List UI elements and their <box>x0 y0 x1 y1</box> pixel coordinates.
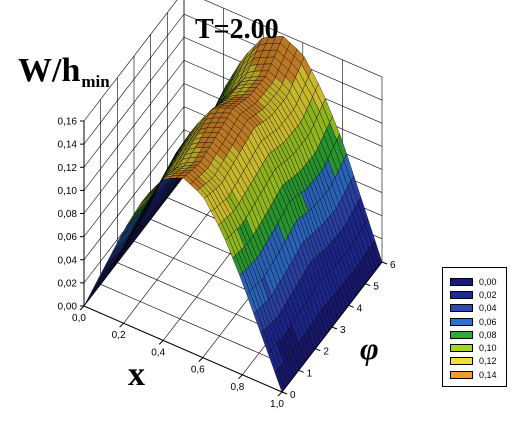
z-tick-label: 0,08 <box>58 209 78 220</box>
z-tick-label: 0,04 <box>58 255 78 266</box>
z-tick-label: 0,16 <box>58 117 78 128</box>
z-tick-label: 0,00 <box>58 302 78 313</box>
legend-entry: 0,02 <box>443 288 506 301</box>
legend-swatch <box>450 357 473 366</box>
phi-tick-label: 6 <box>390 260 396 271</box>
phi-tick <box>298 369 304 373</box>
legend-swatch <box>450 370 473 379</box>
legend-label: 0,14 <box>479 369 497 380</box>
z-axis-label: W/hmin <box>18 52 110 92</box>
legend-entry: 0,04 <box>443 302 506 315</box>
x-tick <box>79 305 85 311</box>
chart-title: T=2.00 <box>195 14 279 45</box>
phi-tick <box>281 391 288 395</box>
legend-entry: 0,08 <box>443 328 506 341</box>
x-axis-label: x <box>128 356 145 393</box>
phi-tick <box>381 261 388 265</box>
phi-tick-label: 3 <box>340 325 346 336</box>
phi-tick-label: 4 <box>357 303 363 314</box>
legend-entry: 0,00 <box>443 275 506 288</box>
phi-tick <box>348 304 354 308</box>
z-tick-label: 0,02 <box>58 278 78 289</box>
phi-tick-label: 2 <box>323 347 329 358</box>
z-axis-label-main: W/h <box>18 52 81 89</box>
x-tick <box>277 391 283 397</box>
legend-entry: 0,14 <box>443 368 506 381</box>
x-tick-label: 0,2 <box>112 330 126 341</box>
legend-label: 0,08 <box>479 329 497 340</box>
x-tick-label: 0,0 <box>72 313 86 324</box>
legend-swatch <box>450 304 473 313</box>
x-axis-line <box>83 305 283 393</box>
legend-entry: 0,10 <box>443 341 506 354</box>
surface-patch <box>83 288 95 307</box>
back-wall-gridline <box>203 0 383 78</box>
phi-tick <box>315 348 321 352</box>
legend-swatch <box>450 277 473 286</box>
legend-swatch <box>450 317 473 326</box>
legend-label: 0,12 <box>479 356 497 367</box>
phi-axis-label: φ <box>360 330 379 366</box>
color-legend: 0,00 0,02 0,04 0,06 0,08 0,10 0,12 0,14 <box>442 267 507 387</box>
z-axis-label-subscript: min <box>81 72 110 91</box>
phi-tick-label: 5 <box>373 282 379 293</box>
legend-label: 0,06 <box>479 316 497 327</box>
z-tick-label: 0,06 <box>58 232 78 243</box>
legend-label: 0,02 <box>479 289 497 300</box>
x-tick <box>198 357 204 362</box>
x-tick-label: 1,0 <box>270 399 284 410</box>
legend-swatch <box>450 290 473 299</box>
z-tick-label: 0,12 <box>58 163 78 174</box>
floor-gridline <box>100 284 299 371</box>
x-tick <box>238 374 243 380</box>
phi-tick <box>365 283 371 287</box>
z-tick-label: 0,14 <box>58 140 78 151</box>
x-tick-label: 0,4 <box>151 347 165 358</box>
x-tick <box>158 340 164 345</box>
legend-swatch <box>450 344 473 353</box>
legend-label: 0,04 <box>479 303 497 314</box>
legend-entry: 0,06 <box>443 315 506 328</box>
z-tick-label: 0,10 <box>58 186 78 197</box>
phi-tick <box>331 326 338 330</box>
legend-swatch <box>450 330 473 339</box>
legend-label: 0,10 <box>479 343 497 354</box>
phi-tick-label: 1 <box>307 368 313 379</box>
x-tick <box>119 322 124 328</box>
legend-label: 0,00 <box>479 276 497 287</box>
legend-entry: 0,12 <box>443 355 506 368</box>
phi-tick-label: 0 <box>290 390 296 401</box>
x-tick-label: 0,8 <box>230 382 244 393</box>
x-tick-label: 0,6 <box>191 365 205 376</box>
